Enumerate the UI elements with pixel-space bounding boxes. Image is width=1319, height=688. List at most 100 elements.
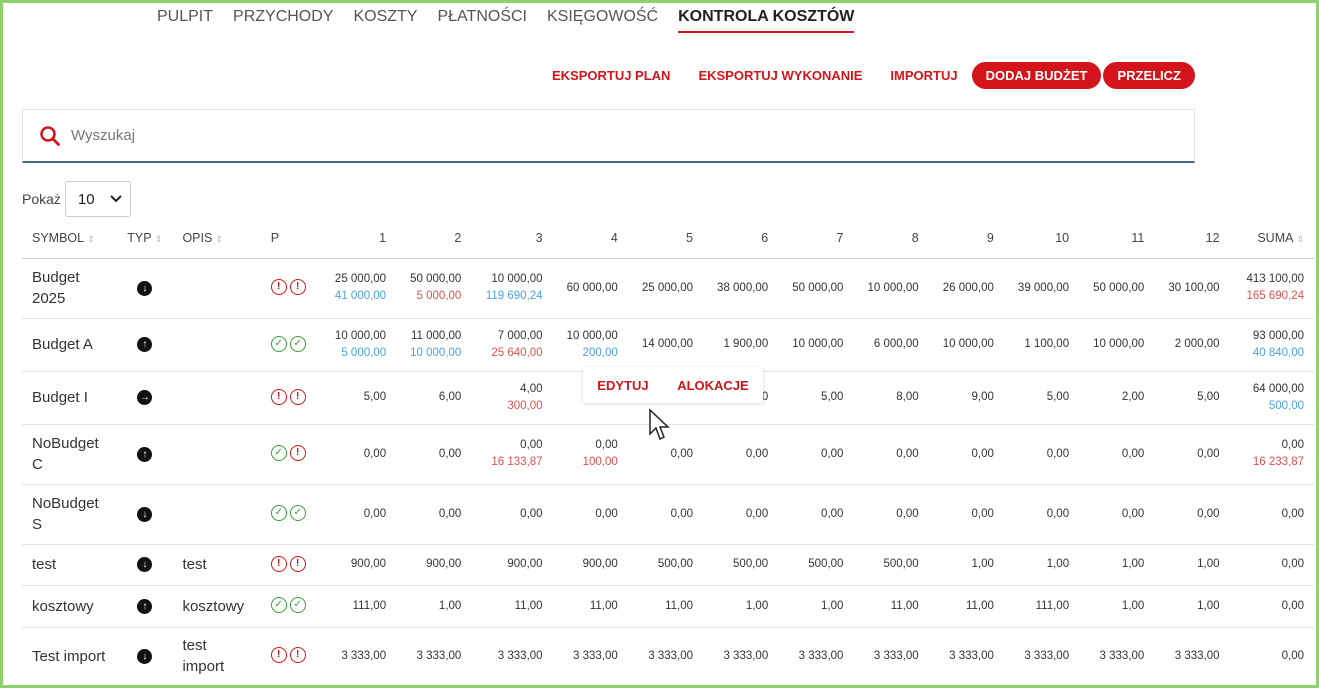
suma-cell: 0,00 16 233,87 — [1229, 424, 1314, 485]
allocations-menu-item[interactable]: ALOKACJE — [677, 377, 749, 393]
symbol-cell: Budget I — [22, 371, 118, 425]
actual-value: 16 233,87 — [1252, 456, 1304, 468]
month-cell: 8,00 — [853, 371, 929, 425]
month-cell: 10 000,00 5 000,00 — [320, 318, 397, 372]
alert-icon: ! — [270, 555, 287, 572]
edit-menu-item[interactable]: EDYTUJ — [597, 377, 649, 393]
month-cell: 3 333,00 — [1003, 627, 1080, 686]
table-row[interactable]: Budget 2025 ↓!! 25 000,00 41 000,00 50 000,0… — [22, 258, 1314, 319]
month-cell: 60 000,00 — [552, 258, 628, 319]
month-cell: 50 000,00 — [1079, 258, 1155, 319]
table-row[interactable]: test ↓ test!! 900,00 900,00 900,00 900,00 500,0… — [22, 544, 1314, 586]
typ-cell: ↑ — [117, 585, 173, 628]
alert-icon: ! — [289, 555, 306, 572]
column-opis[interactable]: OPIS ⇕ — [172, 218, 261, 259]
check-icon: ✓ — [289, 597, 306, 614]
export-execution-link[interactable]: EKSPORTUJ WYKONANIE — [698, 68, 863, 83]
column-symbol[interactable]: SYMBOL ⇕ — [22, 218, 118, 259]
add-budget-button[interactable]: DODAJ BUDŻET — [971, 62, 1102, 89]
suma-cell: 0,00 — [1229, 544, 1314, 586]
plan-value: 111,00 — [1035, 599, 1070, 612]
plan-value: 900,00 — [507, 558, 543, 570]
month-cell: 900,00 — [552, 544, 628, 586]
month-cell: 5,00 — [1154, 371, 1230, 425]
table-row[interactable]: Test import ↓ test import!! 3 333,00 3 333,0… — [22, 627, 1314, 686]
column-label: 7 — [836, 230, 844, 245]
symbol-cell: NoBudget C — [22, 424, 118, 485]
table-row[interactable]: NoBudget C ↑ ✓! 0,00 0,00 0,00 16 133,87 0,00 10… — [22, 424, 1314, 485]
status-cell: ✓! — [260, 424, 321, 485]
table-row[interactable]: kosztowy ↑ kosztowy ✓ ✓ 111,00 1,00 11,00 11,00 1… — [22, 585, 1314, 628]
nav-item[interactable]: PRZYCHODY — [233, 8, 334, 25]
column-label: OPIS — [182, 230, 213, 245]
nav-item[interactable]: KSIĘGOWOŚĆ — [546, 8, 659, 25]
plan-value: 39 000,00 — [1017, 281, 1070, 294]
table-row[interactable]: Budget A ↑ ✓ ✓ 10 000,00 5 000,00 11 000,00 10 … — [22, 318, 1314, 372]
month-cell: 900,00 — [396, 544, 472, 586]
plan-value: 64 000,00 — [1252, 382, 1304, 395]
row-context-menu: EDYTUJ ALOKACJE — [583, 367, 763, 403]
nav-item[interactable]: KONTROLA KOSZTÓW — [678, 8, 855, 33]
nav-item[interactable]: KOSZTY — [353, 8, 418, 25]
suma-cell: 0,00 — [1229, 585, 1314, 628]
recalculate-button[interactable]: PRZELICZ — [1103, 62, 1195, 89]
month-cell: 0,00 — [1003, 424, 1080, 485]
table-row[interactable]: NoBudget S ↓ ✓ ✓ 0,00 0,00 0,00 0,00 0,00 0,00 0,0… — [22, 484, 1314, 545]
actual-value: 119 690,24 — [485, 290, 543, 302]
month-cell: 11 000,00 10 000,00 — [396, 318, 472, 372]
month-cell: 39 000,00 — [1003, 258, 1080, 319]
column-month: 8 — [853, 218, 929, 259]
budget-table: SYMBOL ⇕ TYP ⇕ OPIS ⇕ P 1 2 3 4 5 6 7 8 9 10 11 12 SUMA ⇕ Bu… — [22, 218, 1314, 686]
month-cell: 500,00 — [778, 544, 854, 586]
plan-value: 0,00 — [1281, 558, 1304, 570]
sort-icon[interactable]: ⇕ — [1296, 233, 1304, 244]
import-link[interactable]: IMPORTUJ — [890, 68, 958, 83]
month-cell: 1,00 — [703, 585, 779, 628]
plan-value: 30 100,00 — [1168, 281, 1220, 294]
plan-value: 10 000,00 — [491, 273, 543, 285]
nav-item[interactable]: PŁATNOŚCI — [437, 8, 527, 25]
export-plan-link[interactable]: EKSPORTUJ PLAN — [551, 68, 671, 83]
arrow-down-icon: ↓ — [137, 648, 153, 664]
plan-value: 0,00 — [520, 507, 543, 520]
search-input[interactable] — [71, 127, 1071, 144]
plan-value: 0,00 — [595, 439, 618, 451]
typ-cell: ↑ — [117, 424, 173, 485]
column-label: 6 — [761, 230, 769, 245]
plan-value: 111,00 — [352, 599, 387, 612]
sort-icon[interactable]: ⇕ — [154, 233, 163, 244]
plan-value: 10 000,00 — [867, 281, 919, 294]
column-label: 1 — [379, 230, 387, 245]
month-cell: 500,00 — [627, 544, 703, 586]
month-cell: 0,00 — [853, 424, 929, 485]
column-month: 1 — [320, 218, 397, 259]
plan-value: 11,00 — [965, 599, 994, 612]
month-cell: 10 000,00 — [853, 258, 929, 319]
plan-value: 5,00 — [821, 391, 844, 403]
month-cell: 111,00 — [1003, 585, 1080, 628]
month-cell: 3 333,00 — [552, 627, 628, 686]
column-suma[interactable]: SUMA ⇕ — [1229, 218, 1314, 259]
sort-icon[interactable]: ⇕ — [87, 233, 95, 244]
month-cell: 10 000,00 200,00 — [552, 318, 628, 372]
plan-value: 0,00 — [670, 507, 693, 520]
nav-item[interactable]: PULPIT — [157, 8, 214, 25]
month-cell: 3 333,00 — [778, 627, 854, 686]
page-size-select[interactable]: 10 — [64, 181, 131, 217]
status-cell: !! — [260, 258, 321, 319]
month-cell: 7 000,00 25 640,00 — [471, 318, 553, 372]
plan-value: 500,00 — [883, 558, 919, 570]
plan-value: 1 100,00 — [1024, 338, 1070, 350]
plan-value: 60 000,00 — [566, 281, 618, 294]
actual-value: 40 840,00 — [1252, 346, 1304, 359]
column-month: 9 — [928, 218, 1004, 259]
plan-value: 0,00 — [363, 507, 387, 520]
arrow-down-icon: ↓ — [137, 506, 153, 522]
plan-value: 50 000,00 — [410, 273, 462, 285]
column-typ[interactable]: TYP ⇕ — [117, 218, 173, 259]
month-cell: 9,00 — [928, 371, 1004, 425]
month-cell: 10 000,00 119 690,24 — [471, 258, 553, 319]
sort-icon[interactable]: ⇕ — [215, 233, 223, 244]
actual-value: 500,00 — [1268, 399, 1304, 412]
